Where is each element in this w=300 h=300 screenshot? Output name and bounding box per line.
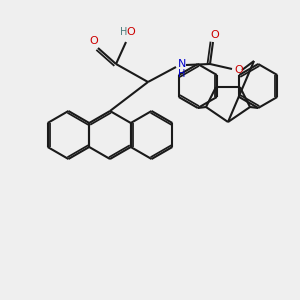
Text: N: N [178,59,186,69]
Text: O: O [90,36,98,46]
Text: O: O [235,65,243,75]
Text: O: O [211,30,219,40]
Text: H: H [178,69,186,79]
Text: O: O [127,27,135,37]
Text: H: H [120,27,128,37]
